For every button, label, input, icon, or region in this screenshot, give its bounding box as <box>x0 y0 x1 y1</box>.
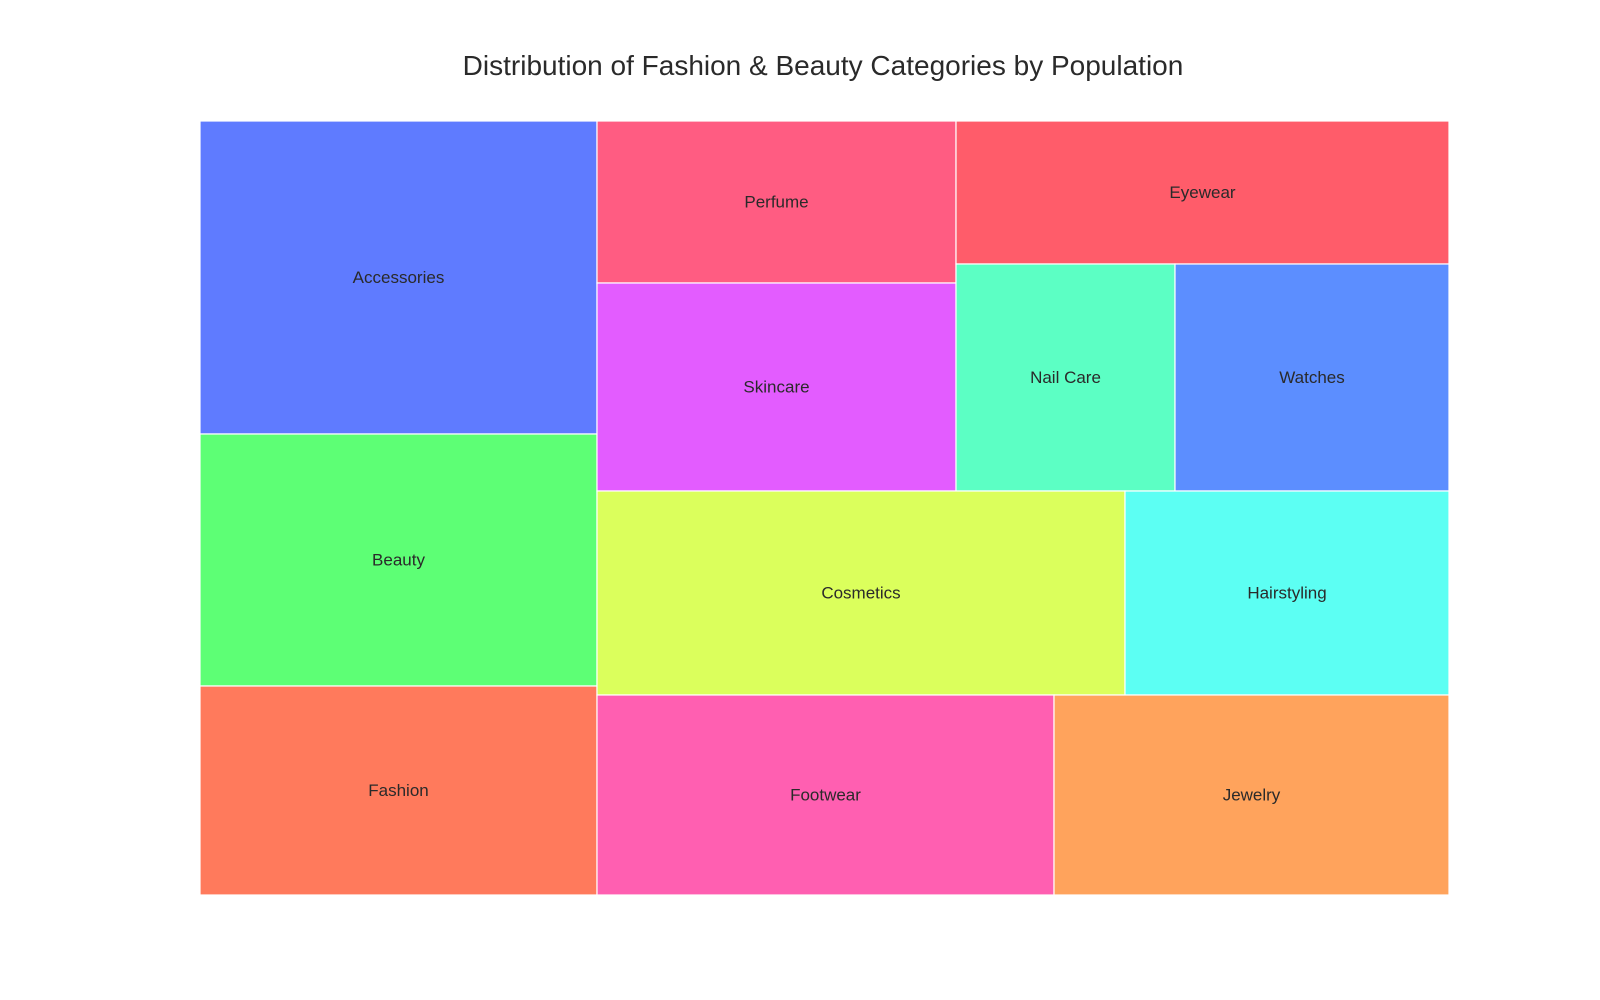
tile-label-beauty: Beauty <box>372 551 425 570</box>
chart-title: Distribution of Fashion & Beauty Categor… <box>462 50 1184 81</box>
tile-label-perfume: Perfume <box>744 193 808 212</box>
tile-accessories[interactable] <box>199 120 598 435</box>
tile-label-cosmetics: Cosmetics <box>821 584 900 603</box>
tile-eyewear[interactable] <box>955 120 1450 265</box>
tile-footwear[interactable] <box>596 694 1055 896</box>
tile-beauty[interactable] <box>199 433 598 687</box>
tile-label-hairstyling: Hairstyling <box>1247 584 1326 603</box>
tile-perfume[interactable] <box>596 120 957 284</box>
tile-label-nail-care: Nail Care <box>1030 368 1101 387</box>
tile-label-accessories: Accessories <box>353 268 445 287</box>
tile-nail-care[interactable] <box>955 263 1176 492</box>
tile-label-jewelry: Jewelry <box>1223 786 1281 805</box>
tile-label-skincare: Skincare <box>743 378 809 397</box>
tile-fashion[interactable] <box>199 685 598 896</box>
tile-cosmetics[interactable] <box>596 490 1126 696</box>
tile-hairstyling[interactable] <box>1124 490 1450 696</box>
tile-label-fashion: Fashion <box>368 781 428 800</box>
tile-label-footwear: Footwear <box>790 786 861 805</box>
tile-label-eyewear: Eyewear <box>1169 183 1235 202</box>
tile-jewelry[interactable] <box>1053 694 1450 896</box>
tile-watches[interactable] <box>1174 263 1450 492</box>
tile-label-watches: Watches <box>1279 368 1345 387</box>
